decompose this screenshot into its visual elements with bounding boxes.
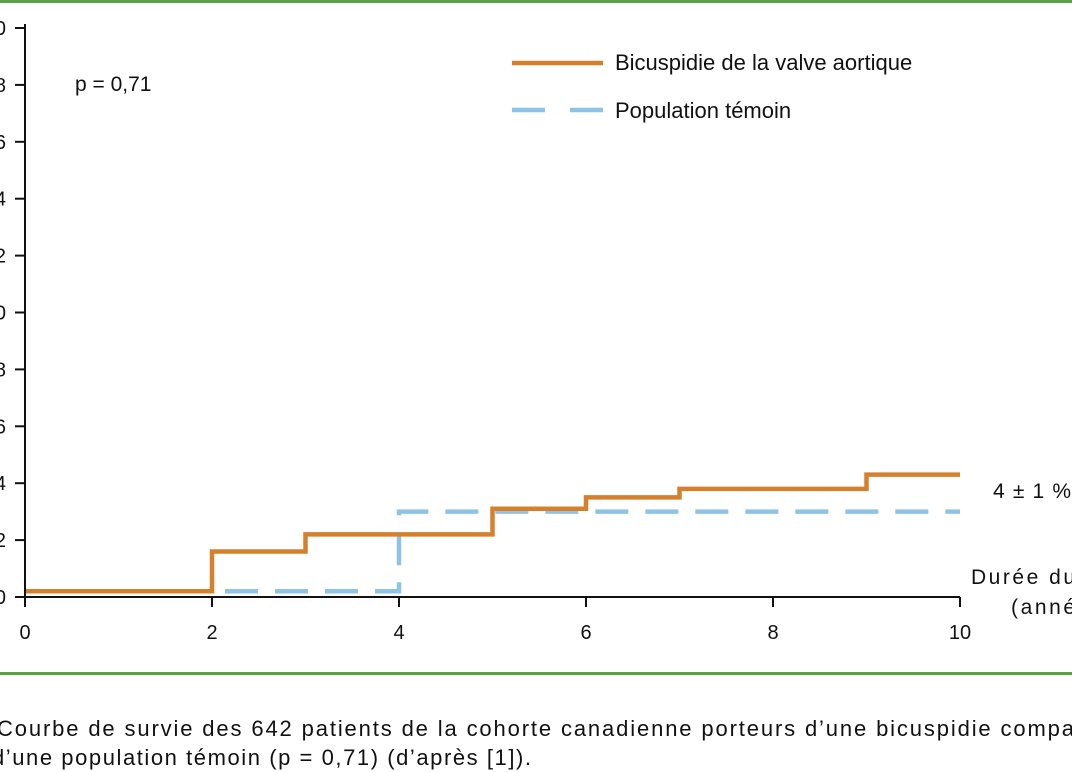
legend: Bicuspidie de la valve aortique Populati… [512, 50, 912, 123]
x-tick-label: 10 [949, 622, 971, 644]
legend-label-population: Population témoin [615, 98, 791, 123]
y-tick-label: 2 [0, 530, 6, 552]
x-tick-label: 2 [206, 622, 217, 644]
y-tick-label: 20 [0, 18, 6, 40]
x-axis-label-line-1: Durée du [971, 566, 1072, 589]
x-axis-label-line-2: (anné [1011, 596, 1072, 619]
figure-caption-line-1: Courbe de survie des 642 patients de la … [0, 716, 1072, 741]
legend-label-bicuspidie: Bicuspidie de la valve aortique [615, 50, 912, 75]
y-tick-label: 14 [0, 189, 6, 211]
y-tick-label: 16 [0, 132, 6, 154]
series-population-temoin-line [25, 509, 960, 594]
figure-caption-line-2: d’une population témoin (p = 0,71) (d’ap… [0, 745, 531, 770]
top-rule [0, 0, 1072, 3]
series-layer [25, 472, 960, 594]
y-tick-label: 6 [0, 416, 6, 438]
y-tick-label: 0 [0, 587, 6, 609]
bottom-rule [0, 672, 1072, 675]
x-tick-label: 0 [19, 622, 30, 644]
y-tick-label: 4 [0, 473, 6, 495]
y-tick-label: 10 [0, 303, 6, 325]
x-tick-label: 6 [580, 622, 591, 644]
end-value-annotation: 4 ± 1 % [993, 480, 1071, 503]
p-value-annotation: p = 0,71 [75, 73, 151, 96]
series-bicuspidie-line [25, 472, 960, 594]
y-tick-label: 8 [0, 359, 6, 381]
y-tick-label: 18 [0, 75, 6, 97]
plot-area: 0 2 4 6 8 10 12 14 16 18 20 0 2 4 6 8 10 [0, 18, 971, 644]
y-tick-label: 12 [0, 246, 6, 268]
x-tick-label: 8 [767, 622, 778, 644]
x-tick-label: 4 [393, 622, 404, 644]
tick-marks [15, 27, 961, 607]
tick-labels: 0 2 4 6 8 10 12 14 16 18 20 0 2 4 6 8 10 [0, 18, 971, 644]
